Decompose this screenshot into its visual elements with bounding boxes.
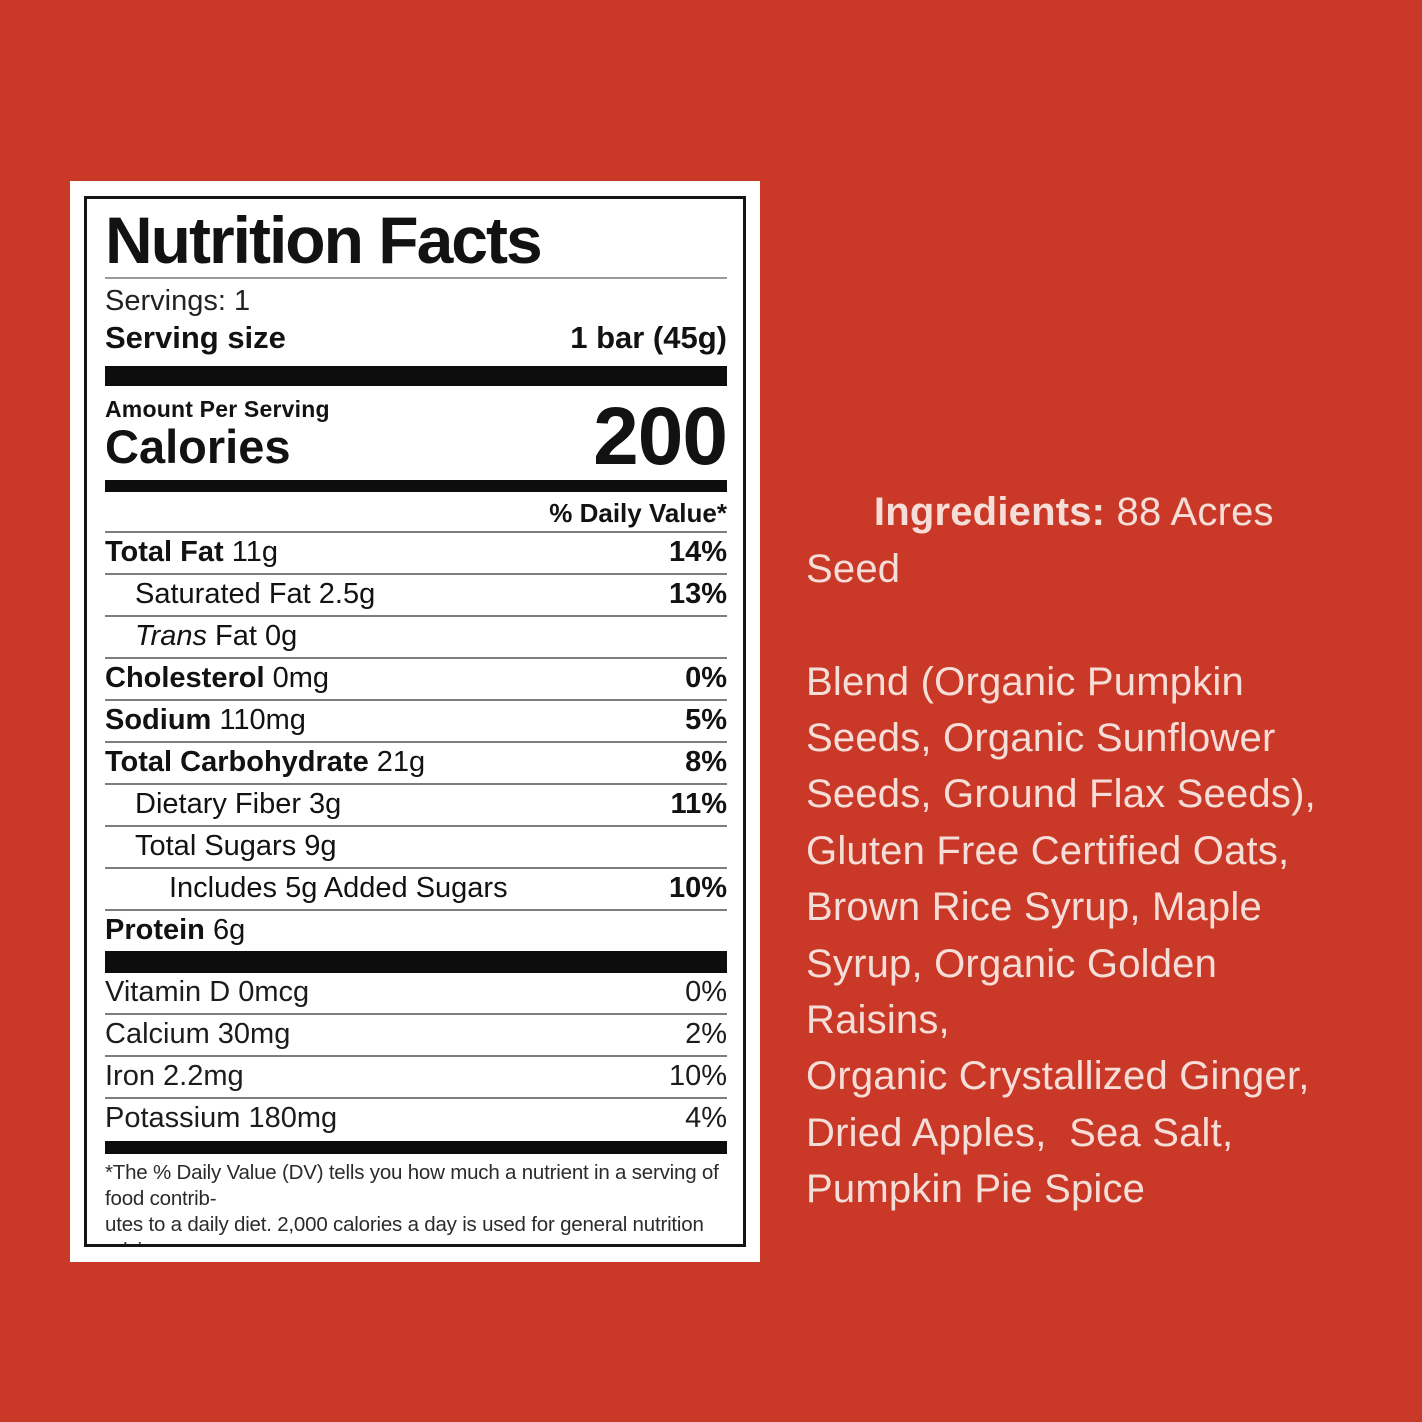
nutrient-row: Total Carbohydrate 21g 8%	[105, 741, 727, 783]
nutrition-label-border: Nutrition Facts Servings: 1 Serving size…	[84, 196, 746, 1247]
nutrient-row: Includes 5g Added Sugars 10%	[105, 867, 727, 909]
nutrient-text: Trans Fat 0g	[135, 620, 298, 653]
nutrient-row: Total Sugars 9g	[105, 825, 727, 867]
ingredients-line: Brown Rice Syrup, Maple	[806, 885, 1262, 930]
nutrient-text: Saturated Fat 2.5g	[135, 578, 376, 611]
nutrient-row: Saturated Fat 2.5g 13%	[105, 573, 727, 615]
nutrient-text: Includes 5g Added Sugars	[169, 872, 508, 905]
calories-value: 200	[593, 390, 728, 482]
daily-value-percent: 0%	[685, 662, 727, 695]
separator-bar-thick	[105, 366, 727, 387]
nutrient-text: Total Sugars 9g	[135, 830, 337, 863]
calories-section: Amount Per Serving Calories 200	[105, 390, 728, 482]
micronutrient-row: Vitamin D 0mcg 0%	[105, 973, 727, 1016]
nutrient-row: Cholesterol 0mg 0%	[105, 657, 727, 699]
nutrient-text: Potassium 180mg	[105, 1102, 338, 1135]
daily-value-percent: 14%	[668, 536, 727, 569]
ingredients-line: Seeds, Organic Sunflower	[806, 716, 1276, 761]
separator-bar-thick	[105, 951, 727, 974]
servings-count: Servings: 1	[105, 285, 251, 317]
ingredients-heading: Ingredients:	[873, 490, 1106, 535]
nutrient-row: Dietary Fiber 3g 11%	[105, 783, 727, 825]
nutrient-row: Sodium 110mg 5%	[105, 699, 727, 741]
daily-value-percent: 10%	[668, 872, 727, 905]
daily-value-percent: 8%	[685, 746, 727, 779]
amount-per-serving-label: Amount Per Serving	[105, 396, 330, 423]
ingredients-line: Ingredients: 88 Acres Seed	[806, 428, 1366, 654]
nutrient-text: Total Carbohydrate 21g	[105, 746, 426, 779]
nutrient-text: Iron 2.2mg	[105, 1060, 244, 1093]
calories-label: Calories	[105, 420, 291, 474]
daily-value-percent: 10%	[668, 1060, 727, 1093]
nutrient-text: Vitamin D 0mcg	[105, 976, 310, 1009]
nutrient-text: Cholesterol 0mg	[105, 662, 330, 695]
title-divider	[105, 277, 727, 279]
ingredients-line: Dried Apples, Sea Salt,	[806, 1110, 1234, 1155]
ingredients-line: Gluten Free Certified Oats,	[806, 828, 1290, 873]
nutrient-text: Dietary Fiber 3g	[135, 788, 342, 821]
nutrient-row: Total Fat 11g 14%	[105, 531, 727, 573]
separator-bar-thin	[105, 1141, 727, 1155]
daily-value-percent: 0%	[685, 976, 727, 1009]
micronutrient-row: Calcium 30mg 2%	[105, 1015, 727, 1058]
micronutrient-row: Iron 2.2mg 10%	[105, 1057, 727, 1100]
ingredients-line: Seeds, Ground Flax Seeds),	[806, 772, 1316, 817]
nutrient-text: Total Fat 11g	[105, 536, 278, 569]
serving-size-label: Serving size	[105, 320, 286, 356]
nutrient-text: Calcium 30mg	[105, 1018, 291, 1051]
footnote-line: *The % Daily Value (DV) tells you how mu…	[105, 1161, 719, 1211]
daily-value-percent: 11%	[670, 788, 727, 821]
ingredients-line: Blend (Organic Pumpkin	[806, 659, 1244, 704]
nutrient-row: Trans Fat 0g	[105, 615, 727, 657]
daily-value-percent: 13%	[668, 578, 727, 611]
ingredients-lines: Blend (Organic Pumpkin Seeds, Organic Sun…	[806, 654, 1366, 1218]
nutrient-rows: Total Fat 11g 14% Saturated Fat 2.5g 13% Tra…	[105, 531, 727, 951]
daily-value-header: % Daily Value*	[549, 498, 727, 529]
daily-value-percent: 4%	[685, 1102, 727, 1135]
serving-size-row: Serving size 1 bar (45g)	[105, 318, 727, 362]
daily-value-percent: 2%	[685, 1018, 727, 1051]
nutrient-text: Sodium 110mg	[105, 704, 306, 737]
ingredients-line: Organic Crystallized Ginger,	[806, 1054, 1310, 1099]
daily-value-footnote: *The % Daily Value (DV) tells you how mu…	[105, 1160, 727, 1244]
micronutrient-rows: Vitamin D 0mcg 0% Calcium 30mg 2% Iron 2.2mg…	[105, 973, 727, 1139]
nutrient-row: Protein 6g	[105, 909, 727, 951]
ingredients-panel: Ingredients: 88 Acres Seed Blend (Organi…	[806, 428, 1366, 1218]
ingredients-first-line-text: 88 Acres Seed	[806, 490, 1286, 591]
nutrient-text: Protein 6g	[105, 914, 246, 947]
calories-left: Amount Per Serving Calories	[105, 394, 330, 474]
nutrition-facts-title: Nutrition Facts	[105, 203, 543, 277]
footnote-line: utes to a daily diet. 2,000 calories a d…	[105, 1213, 704, 1244]
daily-value-percent: 5%	[685, 704, 727, 737]
ingredients-line: Syrup, Organic Golden Raisins,	[806, 941, 1229, 1043]
separator-bar-medium	[105, 480, 727, 493]
ingredients-line: Pumpkin Pie Spice	[806, 1167, 1146, 1212]
micronutrient-row: Potassium 180mg 4%	[105, 1099, 727, 1139]
nutrition-label-panel: Nutrition Facts Servings: 1 Serving size…	[70, 181, 760, 1262]
serving-size-value: 1 bar (45g)	[570, 320, 727, 356]
